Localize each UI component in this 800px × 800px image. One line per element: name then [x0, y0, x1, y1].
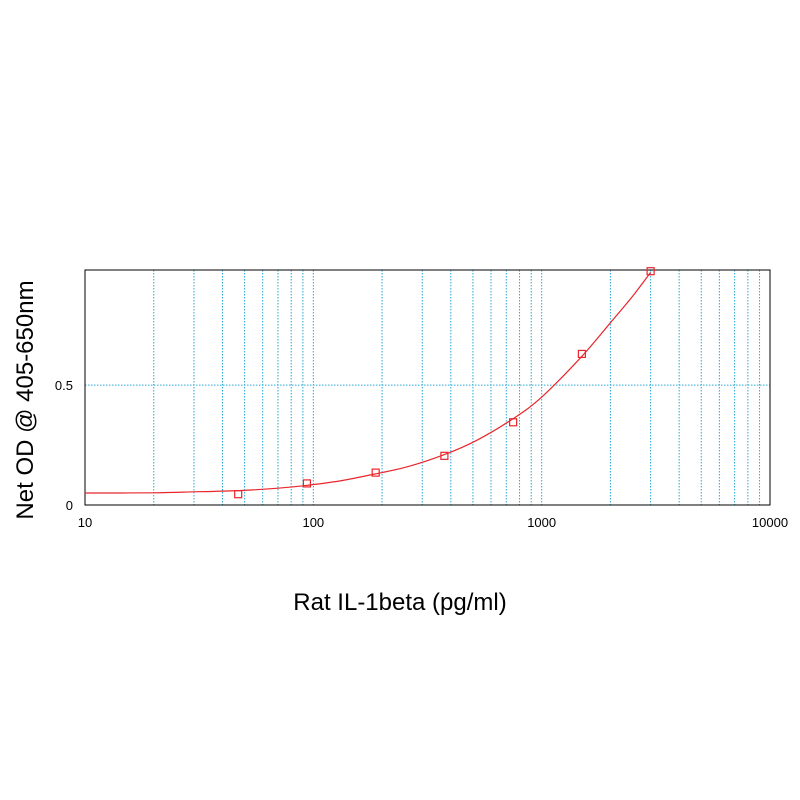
data-point [646, 267, 655, 276]
x-tick-label: 10 [78, 515, 92, 530]
y-axis-title: Net OD @ 405-650nm [12, 280, 39, 519]
x-tick-label: 100 [302, 515, 324, 530]
data-point [302, 479, 312, 488]
data-point [371, 468, 380, 477]
x-tick-label: 10000 [752, 515, 788, 530]
plot-frame [84, 269, 771, 506]
data-point [577, 349, 586, 359]
x-tick-label: 1000 [527, 515, 556, 530]
fit-curve-line [84, 272, 652, 494]
y-tick-label: 0.5 [55, 378, 73, 393]
data-point [509, 418, 518, 427]
data-points [234, 267, 655, 499]
x-axis-title: Rat IL-1beta (pg/ml) [293, 589, 506, 616]
x-tick-labels: 10 100 1000 10000 [78, 515, 788, 530]
plot-background [85, 270, 770, 505]
y-tick-labels: 00.5 [55, 378, 73, 513]
data-point [440, 451, 449, 460]
data-point [234, 490, 243, 499]
y-tick-label: 0 [66, 498, 73, 513]
grid-layer [85, 270, 770, 505]
